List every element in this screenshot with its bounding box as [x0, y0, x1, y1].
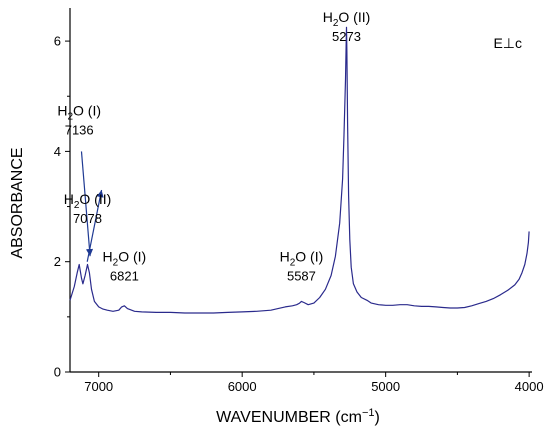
y-tick-label: 0: [54, 365, 61, 380]
x-axis-label: WAVENUMBER (cm−1): [216, 407, 380, 426]
peak-wavenumber-label: 7136: [65, 123, 94, 138]
spectrum-line-0: [69, 26, 530, 314]
peak-species-label: H2O (I): [280, 249, 324, 269]
x-tick-label: 4000: [515, 379, 544, 394]
peak-annotation: H2O (I)6821: [103, 249, 147, 284]
peak-species-label: H2O (II): [64, 191, 112, 211]
peak-annotation: H2O (II)5273: [323, 9, 371, 44]
series-group: [69, 26, 530, 314]
peak-annotation: H2O (II)7078: [64, 191, 112, 226]
axis-ticks: 7000 6000 5000 4000 0 2 4 6: [54, 34, 544, 394]
polarization-label: E⊥c: [493, 35, 522, 51]
peak-annotation: H2O (I)5587: [280, 249, 324, 284]
peak-species-label: H2O (II): [323, 9, 371, 29]
x-tick-label: 6000: [228, 379, 257, 394]
x-tick-label: 5000: [371, 379, 400, 394]
y-tick-label: 4: [54, 144, 61, 159]
peak-annotation: H2O (I)7136: [57, 103, 101, 138]
annotation-arrow: [86, 189, 104, 262]
peak-species-label: H2O (I): [103, 249, 147, 269]
y-tick-label: 2: [54, 254, 61, 269]
annotation-arrows: [80, 151, 104, 262]
peak-wavenumber-label: 5587: [287, 269, 316, 284]
y-tick-label: 6: [54, 34, 61, 49]
peak-species-label: H2O (I): [57, 103, 101, 123]
peak-wavenumber-label: 6821: [110, 269, 139, 284]
x-tick-label: 7000: [84, 379, 113, 394]
peak-wavenumber-label: 7078: [73, 211, 102, 226]
peak-wavenumber-label: 5273: [332, 29, 361, 44]
annotation-arrow: [80, 151, 94, 257]
plot-axes: [69, 8, 532, 373]
y-axis-label: ABSORBANCE: [9, 147, 26, 258]
